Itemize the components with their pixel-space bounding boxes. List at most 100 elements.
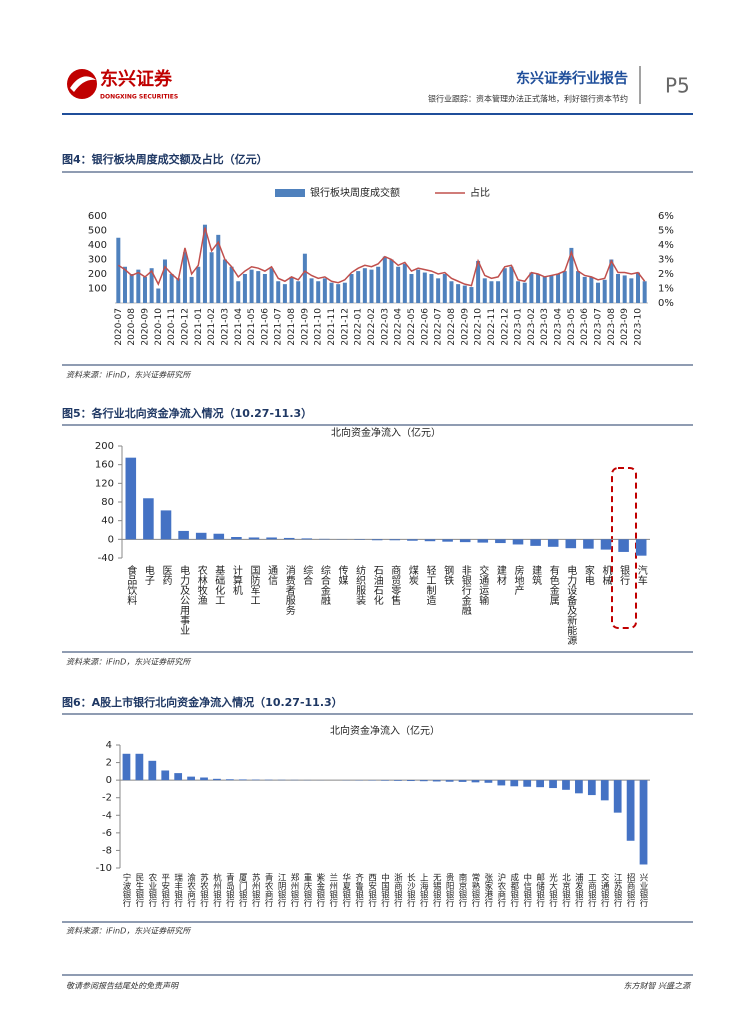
bar bbox=[575, 780, 583, 794]
bar bbox=[389, 539, 401, 541]
bar bbox=[629, 278, 634, 303]
y-tick-label: -40 bbox=[98, 553, 114, 564]
bar bbox=[562, 780, 570, 790]
share-line bbox=[117, 227, 646, 287]
source: 资料来源：iFinD，东兴证券研究所 bbox=[66, 927, 192, 936]
bar bbox=[178, 530, 189, 540]
x-tick-label: 南京银行 bbox=[457, 872, 467, 908]
bar bbox=[135, 753, 144, 781]
x-tick-label: 家电 bbox=[582, 564, 594, 585]
x-tick-label: 张家港行 bbox=[483, 873, 493, 908]
x-tick-label: 医药 bbox=[160, 565, 172, 586]
x-tick-label: 2022-01 bbox=[354, 308, 364, 346]
bar bbox=[639, 780, 648, 865]
x-tick-label: 银行 bbox=[618, 564, 630, 586]
bar bbox=[162, 259, 167, 303]
x-tick-label: 轻工制造 bbox=[424, 564, 436, 605]
bar bbox=[419, 780, 428, 782]
y-tick-label: -2 bbox=[102, 793, 112, 804]
logo-icon bbox=[67, 69, 97, 99]
bar bbox=[530, 539, 541, 546]
y-tick-label: 200 bbox=[88, 269, 107, 280]
bar bbox=[389, 259, 394, 303]
x-tick-label: 无锡银行 bbox=[431, 873, 441, 908]
bar bbox=[169, 274, 174, 303]
bar bbox=[116, 237, 121, 303]
source: 资料来源：iFinD，东兴证券研究所 bbox=[66, 371, 192, 380]
bar bbox=[376, 266, 381, 303]
bar bbox=[642, 281, 647, 303]
y2-tick-label: 2% bbox=[658, 269, 674, 280]
x-tick-label: 渝农商行 bbox=[186, 872, 196, 908]
x-tick-label: 农林牧渔 bbox=[195, 564, 207, 606]
report-subtitle: 银行业跟踪：资本管理办法正式落地，利好银行资本节约 bbox=[428, 94, 628, 104]
bar bbox=[622, 275, 627, 303]
x-tick-label: 国防军工 bbox=[248, 565, 260, 605]
bar bbox=[394, 780, 402, 781]
x-tick-label: 华夏银行 bbox=[341, 872, 351, 908]
bar bbox=[547, 539, 559, 547]
x-tick-label: 2021-03 bbox=[220, 308, 230, 346]
x-tick-label: 建材 bbox=[494, 564, 506, 585]
x-tick-label: 纺织服装 bbox=[354, 564, 366, 606]
x-tick-label: 兰州银行 bbox=[328, 872, 338, 908]
x-tick-label: 长沙银行 bbox=[405, 872, 415, 908]
x-tick-label: 2020-10 bbox=[154, 308, 164, 346]
bar bbox=[432, 780, 441, 782]
bar bbox=[251, 779, 260, 781]
x-tick-label: 厦门银行 bbox=[237, 873, 247, 908]
x-tick-label: 电力及公用事业 bbox=[178, 564, 190, 635]
bar bbox=[516, 281, 521, 303]
bar bbox=[189, 276, 194, 303]
source: 资料来源：iFinD，东兴证券研究所 bbox=[66, 658, 192, 667]
bar bbox=[600, 539, 612, 550]
x-tick-label: 2022-09 bbox=[460, 308, 470, 346]
x-tick-label: 2022-11 bbox=[487, 308, 497, 346]
bar bbox=[125, 457, 137, 540]
bar bbox=[569, 247, 574, 303]
bar bbox=[329, 282, 334, 303]
bar bbox=[635, 539, 647, 556]
bar bbox=[182, 252, 187, 303]
figure-title: 图5：各行业北向资金净流入情况（10.27-11.3） bbox=[62, 406, 312, 420]
x-tick-label: 2020-09 bbox=[140, 308, 150, 346]
bar bbox=[238, 779, 247, 781]
y-tick-label: 40 bbox=[101, 516, 114, 527]
bar bbox=[422, 272, 427, 303]
bar bbox=[583, 539, 594, 549]
bar bbox=[462, 285, 467, 303]
bar bbox=[542, 276, 547, 303]
x-tick-label: 2023-07 bbox=[594, 308, 604, 346]
bar bbox=[409, 274, 414, 303]
bar bbox=[160, 510, 172, 540]
x-tick-label: 光大银行 bbox=[548, 872, 558, 908]
x-tick-label: 2021-02 bbox=[207, 308, 217, 346]
y-tick-label: 500 bbox=[88, 226, 107, 237]
bar bbox=[587, 780, 596, 796]
bar bbox=[276, 281, 281, 303]
bar bbox=[309, 278, 314, 303]
chart-title: 北向资金净流入（亿元） bbox=[331, 426, 441, 439]
legend-swatch bbox=[275, 189, 305, 197]
bar bbox=[226, 779, 234, 781]
y-tick-label: -6 bbox=[102, 828, 112, 839]
y-tick-label: 2 bbox=[106, 758, 112, 769]
x-tick-label: 兴业银行 bbox=[638, 873, 648, 908]
x-tick-label: 平安银行 bbox=[160, 873, 170, 908]
bar bbox=[161, 770, 170, 781]
x-tick-label: 交通银行 bbox=[599, 872, 609, 908]
y-tick-label: 200 bbox=[95, 441, 114, 452]
y-tick-label: 0 bbox=[108, 534, 114, 545]
x-tick-label: 综合 bbox=[301, 564, 313, 586]
x-tick-label: 民生银行 bbox=[134, 873, 144, 908]
x-tick-label: 机械 bbox=[600, 564, 612, 586]
bar bbox=[256, 271, 261, 303]
footer-left: 敬请参阅报告结尾处的免责声明 bbox=[66, 982, 180, 991]
x-tick-label: 成都银行 bbox=[509, 872, 519, 908]
bar bbox=[176, 278, 181, 303]
x-tick-label: 2023-09 bbox=[620, 308, 630, 346]
bar bbox=[216, 234, 221, 303]
x-tick-label: 2021-07 bbox=[274, 308, 284, 346]
x-tick-label: 食品饮料 bbox=[125, 564, 137, 606]
page-number: P5 bbox=[665, 74, 690, 98]
